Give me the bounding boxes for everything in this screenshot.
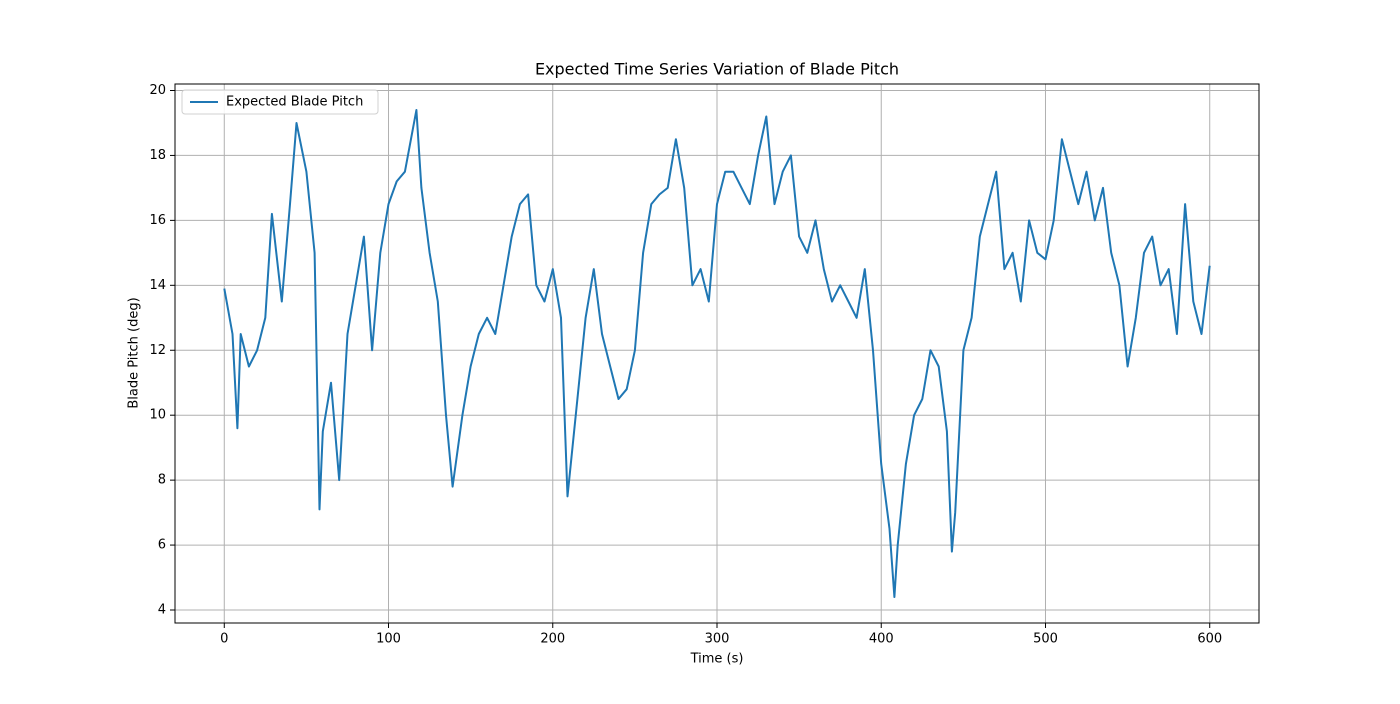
y-tick-label: 20 bbox=[149, 83, 166, 98]
x-tick-label: 400 bbox=[869, 632, 894, 647]
x-axis-label: Time (s) bbox=[690, 652, 744, 667]
y-tick-label: 10 bbox=[149, 408, 166, 423]
y-tick-label: 18 bbox=[149, 148, 166, 163]
y-tick-label: 6 bbox=[158, 538, 166, 553]
legend: Expected Blade Pitch bbox=[181, 89, 379, 115]
x-tick-label: 100 bbox=[376, 632, 401, 647]
legend-box bbox=[181, 89, 379, 115]
x-tick-label: 0 bbox=[220, 632, 228, 647]
y-tick-label: 14 bbox=[149, 278, 166, 293]
y-tick-label: 8 bbox=[158, 473, 166, 488]
y-axis-label: Blade Pitch (deg) bbox=[127, 297, 142, 408]
x-tick-label: 600 bbox=[1197, 632, 1222, 647]
x-tick-label: 300 bbox=[705, 632, 730, 647]
y-tick-label: 4 bbox=[158, 603, 166, 618]
x-tick-label: 200 bbox=[540, 632, 565, 647]
x-tick-label: 500 bbox=[1033, 632, 1058, 647]
chart-title: Expected Time Series Variation of Blade … bbox=[535, 60, 899, 79]
plot-frame bbox=[174, 83, 1260, 624]
data-line bbox=[223, 109, 1211, 598]
y-tick-label: 16 bbox=[149, 213, 166, 228]
legend-label: Expected Blade Pitch bbox=[226, 95, 363, 110]
y-tick-label: 12 bbox=[149, 343, 166, 358]
